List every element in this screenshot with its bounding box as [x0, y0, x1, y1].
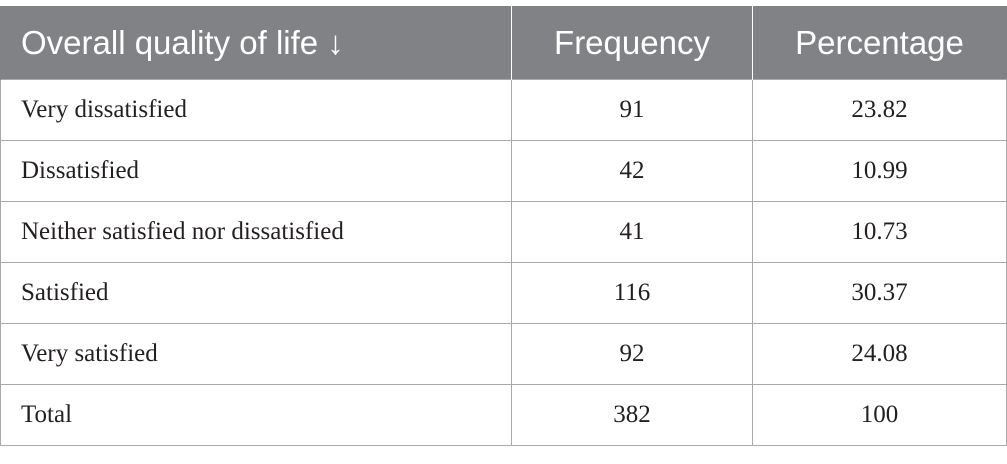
table-row: Very satisfied 92 24.08	[0, 323, 1007, 385]
row-percentage: 30.37	[752, 262, 1007, 324]
row-label: Very dissatisfied	[0, 79, 512, 141]
row-frequency: 116	[511, 262, 753, 324]
header-percentage: Percentage	[752, 6, 1007, 80]
row-percentage: 10.73	[752, 201, 1007, 263]
row-label: Neither satisfied nor dissatisfied	[0, 201, 512, 263]
row-label: Dissatisfied	[0, 140, 512, 202]
table-container: Overall quality of life ↓ Frequency Perc…	[0, 6, 1007, 446]
table-row: Neither satisfied nor dissatisfied 41 10…	[0, 201, 1007, 263]
row-label: Satisfied	[0, 262, 512, 324]
table-row: Dissatisfied 42 10.99	[0, 140, 1007, 202]
row-frequency: 92	[511, 323, 753, 385]
row-percentage: 24.08	[752, 323, 1007, 385]
table-body: Very dissatisfied 91 23.82 Dissatisfied …	[0, 79, 1007, 446]
row-label: Very satisfied	[0, 323, 512, 385]
table-row: Satisfied 116 30.37	[0, 262, 1007, 324]
table-row-total: Total 382 100	[0, 384, 1007, 446]
row-percentage: 10.99	[752, 140, 1007, 202]
row-frequency: 91	[511, 79, 753, 141]
row-percentage: 100	[752, 384, 1007, 446]
quality-of-life-table: Overall quality of life ↓ Frequency Perc…	[0, 6, 1007, 446]
row-percentage: 23.82	[752, 79, 1007, 141]
header-row: Overall quality of life ↓ Frequency Perc…	[0, 6, 1007, 80]
row-label: Total	[0, 384, 512, 446]
row-frequency: 42	[511, 140, 753, 202]
table-row: Very dissatisfied 91 23.82	[0, 79, 1007, 141]
header-frequency: Frequency	[511, 6, 753, 80]
row-frequency: 41	[511, 201, 753, 263]
header-overall-quality-of-life: Overall quality of life ↓	[0, 6, 512, 80]
row-frequency: 382	[511, 384, 753, 446]
table-header: Overall quality of life ↓ Frequency Perc…	[0, 6, 1007, 80]
